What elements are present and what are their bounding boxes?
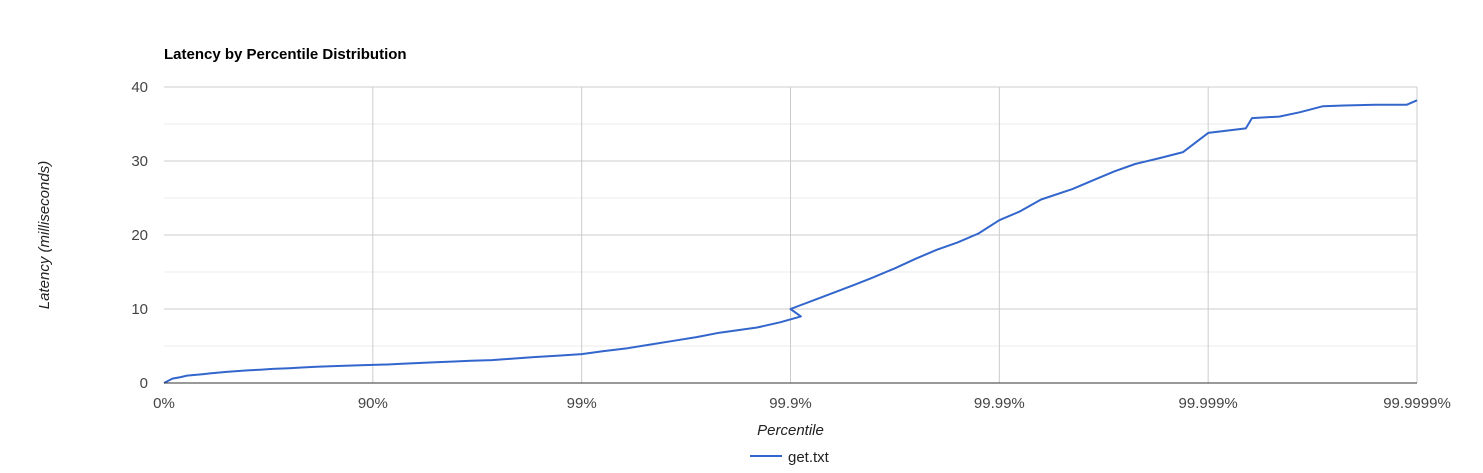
y-tick-label: 0 (140, 375, 148, 392)
x-tick-label: 99.99% (974, 395, 1025, 412)
y-axis-title: Latency (milliseconds) (36, 161, 53, 309)
chart-title: Latency by Percentile Distribution (164, 46, 407, 63)
x-tick-label: 90% (358, 395, 388, 412)
series-line-get-txt (163, 99, 1418, 384)
x-tick-label: 99.999% (1179, 395, 1238, 412)
x-tick-label: 99.9999% (1383, 395, 1451, 412)
x-tick-label: 99% (567, 395, 597, 412)
x-axis-ticks: 0% 90% 99% 99.9% 99.99% 99.999% 99.9999% (153, 395, 1451, 412)
legend: get.txt (750, 449, 830, 466)
y-tick-label: 10 (131, 301, 148, 318)
y-tick-label: 20 (131, 227, 148, 244)
y-tick-label: 30 (131, 153, 148, 170)
y-axis-ticks: 0 10 20 30 40 (131, 79, 148, 392)
series-layer (163, 99, 1418, 384)
x-axis-title: Percentile (757, 422, 824, 439)
y-tick-label: 40 (131, 79, 148, 96)
x-tick-label: 99.9% (769, 395, 812, 412)
legend-label: get.txt (788, 449, 830, 466)
x-tick-label: 0% (153, 395, 175, 412)
